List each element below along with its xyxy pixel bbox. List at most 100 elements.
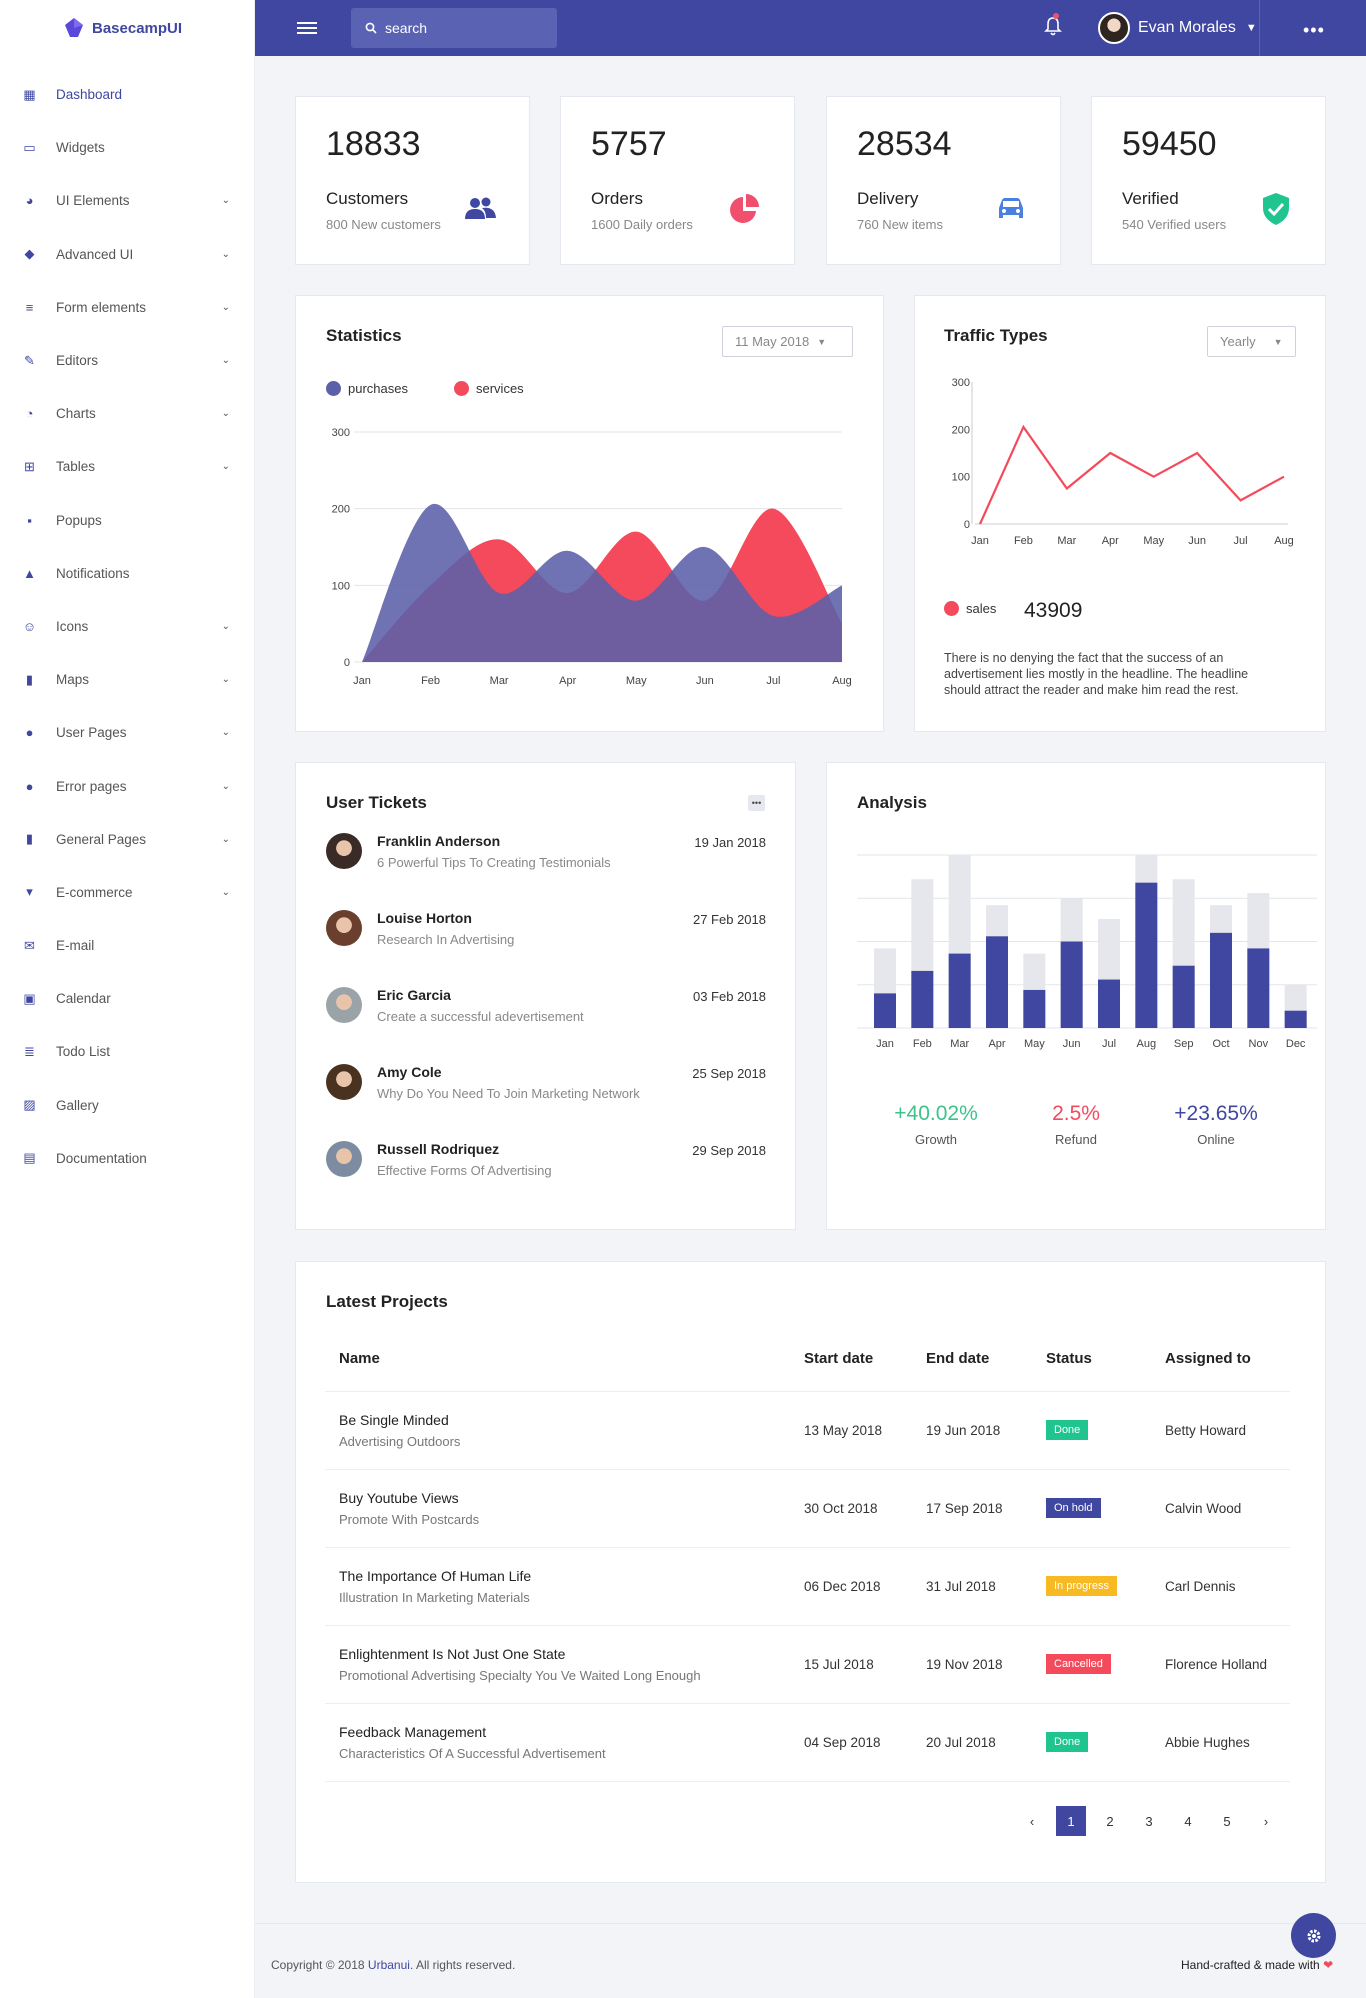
period-dropdown[interactable]: Yearly ▼ xyxy=(1207,326,1296,357)
sidebar-item-editors[interactable]: ✎ Editors ⌄ xyxy=(0,334,254,387)
ticket-name: Louise Horton xyxy=(377,910,472,926)
sidebar-item-label: Widgets xyxy=(56,140,105,156)
sidebar-item-icons[interactable]: ☺ Icons ⌄ xyxy=(0,600,254,653)
table-row[interactable]: Be Single Minded Advertising Outdoors 13 M… xyxy=(325,1391,1290,1470)
ticket-item[interactable]: Louise Horton Research In Advertising 27 F… xyxy=(326,910,766,970)
table-row[interactable]: Enlightenment Is Not Just One State Promo… xyxy=(325,1625,1290,1704)
ticket-description: 6 Powerful Tips To Creating Testimonials xyxy=(377,855,611,870)
notification-bell-icon[interactable] xyxy=(1044,13,1062,37)
chevron-down-icon: ⌄ xyxy=(221,780,230,792)
page-button[interactable]: 4 xyxy=(1184,1813,1192,1829)
page-button[interactable]: 3 xyxy=(1145,1813,1153,1829)
ticket-item[interactable]: Eric Garcia Create a successful adevertis… xyxy=(326,987,766,1047)
grid-icon: ⊞ xyxy=(24,458,35,474)
chevron-down-icon: ⌄ xyxy=(221,886,230,898)
series-area-purchases xyxy=(362,503,842,662)
page-button[interactable]: 1 xyxy=(1056,1806,1086,1836)
chevron-down-icon: ▼ xyxy=(1245,22,1257,34)
end-date: 20 Jul 2018 xyxy=(912,1703,1032,1782)
sidebar-item-notifications[interactable]: ▲ Notifications xyxy=(0,547,254,600)
column-header: Start date xyxy=(790,1326,912,1392)
y-tick-label: 0 xyxy=(344,657,350,669)
sidebar-item-documentation[interactable]: ▤ Documentation xyxy=(0,1132,254,1185)
legend-dot xyxy=(944,601,959,616)
user-menu[interactable]: Evan Morales ▼ xyxy=(1098,12,1257,44)
settings-button[interactable] xyxy=(1291,1913,1336,1958)
legend-label: sales xyxy=(966,601,997,616)
chevron-down-icon: ⌄ xyxy=(221,408,230,420)
more-options-icon[interactable]: ••• xyxy=(1303,20,1325,40)
sidebar-item-form-elements[interactable]: ≡ Form elements ⌄ xyxy=(0,281,254,334)
more-options-icon[interactable]: ••• xyxy=(748,795,765,811)
table-row[interactable]: Buy Youtube Views Promote With Postcards 3… xyxy=(325,1469,1290,1548)
status-badge: Cancelled xyxy=(1046,1654,1111,1674)
sidebar: BasecampUI ▦ Dashboard ▭ Widgets ◕ UI Element… xyxy=(0,0,255,1998)
assigned-to: Carl Dennis xyxy=(1151,1547,1290,1626)
bar-value xyxy=(1023,989,1046,1028)
bar-value xyxy=(986,936,1008,1028)
ticket-date: 03 Feb 2018 xyxy=(692,989,766,1004)
sidebar-item-popups[interactable]: ▪ Popups xyxy=(0,494,254,547)
sidebar-item-label: User Pages xyxy=(56,725,127,741)
y-tick-label: 200 xyxy=(952,424,970,436)
sidebar-item-error-pages[interactable]: ● Error pages ⌄ xyxy=(0,759,254,812)
brand-name: BasecampUI xyxy=(92,19,183,37)
sidebar-item-ui-elements[interactable]: ◕ UI Elements ⌄ xyxy=(0,174,254,227)
table-row[interactable]: The Importance Of Human Life Illustration… xyxy=(325,1547,1290,1626)
assigned-to: Calvin Wood xyxy=(1151,1469,1290,1548)
ticket-name: Franklin Anderson xyxy=(377,833,501,849)
company-link[interactable]: Urbanui xyxy=(367,1958,410,1972)
ticket-item[interactable]: Amy Cole Why Do You Need To Join Marketin… xyxy=(326,1064,766,1124)
bar-value xyxy=(1098,979,1120,1028)
brand[interactable]: BasecampUI xyxy=(0,0,254,56)
sidebar-item-calendar[interactable]: ▣ Calendar xyxy=(0,972,254,1025)
error-icon: ● xyxy=(25,778,34,794)
project-name: Feedback Management xyxy=(339,1723,487,1740)
sidebar-item-gallery[interactable]: ▨ Gallery xyxy=(0,1079,254,1132)
chevron-down-icon: ⌄ xyxy=(221,355,230,367)
status-badge: On hold xyxy=(1046,1498,1101,1518)
project-name: Buy Youtube Views xyxy=(339,1489,459,1506)
bar-value xyxy=(1135,882,1158,1028)
sidebar-item-general-pages[interactable]: ▮ General Pages ⌄ xyxy=(0,813,254,866)
x-tick-label: Jun xyxy=(696,675,714,687)
basket-icon: ▾ xyxy=(26,884,33,900)
sidebar-item-todo-list[interactable]: ≣ Todo List xyxy=(0,1025,254,1078)
y-tick-label: 200 xyxy=(332,504,350,516)
status-badge: Done xyxy=(1046,1732,1089,1752)
sidebar-item-e-commerce[interactable]: ▾ E-commerce ⌄ xyxy=(0,866,254,919)
legend-label: services xyxy=(476,381,524,396)
dropdown-value: Yearly xyxy=(1220,334,1256,349)
search-input[interactable] xyxy=(385,20,545,36)
x-tick-label: Oct xyxy=(1212,1038,1229,1050)
sidebar-item-e-mail[interactable]: ✉ E-mail xyxy=(0,919,254,972)
table-row[interactable]: Feedback Management Characteristics Of A … xyxy=(325,1703,1290,1782)
sidebar-item-advanced-ui[interactable]: ◆ Advanced UI ⌄ xyxy=(0,228,254,281)
bar-value xyxy=(1247,948,1270,1028)
metric-label: Growth xyxy=(915,1132,957,1147)
sidebar-item-label: Gallery xyxy=(56,1097,99,1113)
sidebar-item-maps[interactable]: ▮ Maps ⌄ xyxy=(0,653,254,706)
sidebar-item-widgets[interactable]: ▭ Widgets xyxy=(0,121,254,174)
page-prev-button[interactable]: ‹ xyxy=(1029,1813,1035,1829)
sidebar-item-charts[interactable]: ◔ Charts ⌄ xyxy=(0,387,254,440)
sidebar-item-tables[interactable]: ⊞ Tables ⌄ xyxy=(0,440,254,493)
mail-icon: ✉ xyxy=(24,937,35,953)
statistics-chart: 0 100 200 300 Jan Feb Mar Apr May Jun Jul Aug xyxy=(332,427,852,687)
bar-value xyxy=(874,993,896,1028)
page-button[interactable]: 5 xyxy=(1223,1813,1231,1829)
footer-credit: Hand-crafted & made with ❤ xyxy=(1181,1958,1333,1972)
ticket-item[interactable]: Franklin Anderson 6 Powerful Tips To Crea… xyxy=(326,833,766,893)
sidebar-item-dashboard[interactable]: ▦ Dashboard xyxy=(0,68,254,121)
page-next-button[interactable]: › xyxy=(1263,1813,1269,1829)
date-dropdown[interactable]: 11 May 2018 ▼ xyxy=(722,326,853,357)
project-sub: Illustration In Marketing Materials xyxy=(339,1589,530,1605)
project-name: Be Single Minded xyxy=(339,1411,449,1428)
sidebar-item-label: UI Elements xyxy=(56,193,130,209)
menu-toggle-icon[interactable] xyxy=(297,22,317,34)
search-box[interactable] xyxy=(351,8,557,48)
page-button[interactable]: 2 xyxy=(1106,1813,1114,1829)
sidebar-item-user-pages[interactable]: ● User Pages ⌄ xyxy=(0,706,254,759)
ticket-item[interactable]: Russell Rodriquez Effective Forms Of Adve… xyxy=(326,1141,766,1201)
card-title: Traffic Types xyxy=(944,326,1048,345)
